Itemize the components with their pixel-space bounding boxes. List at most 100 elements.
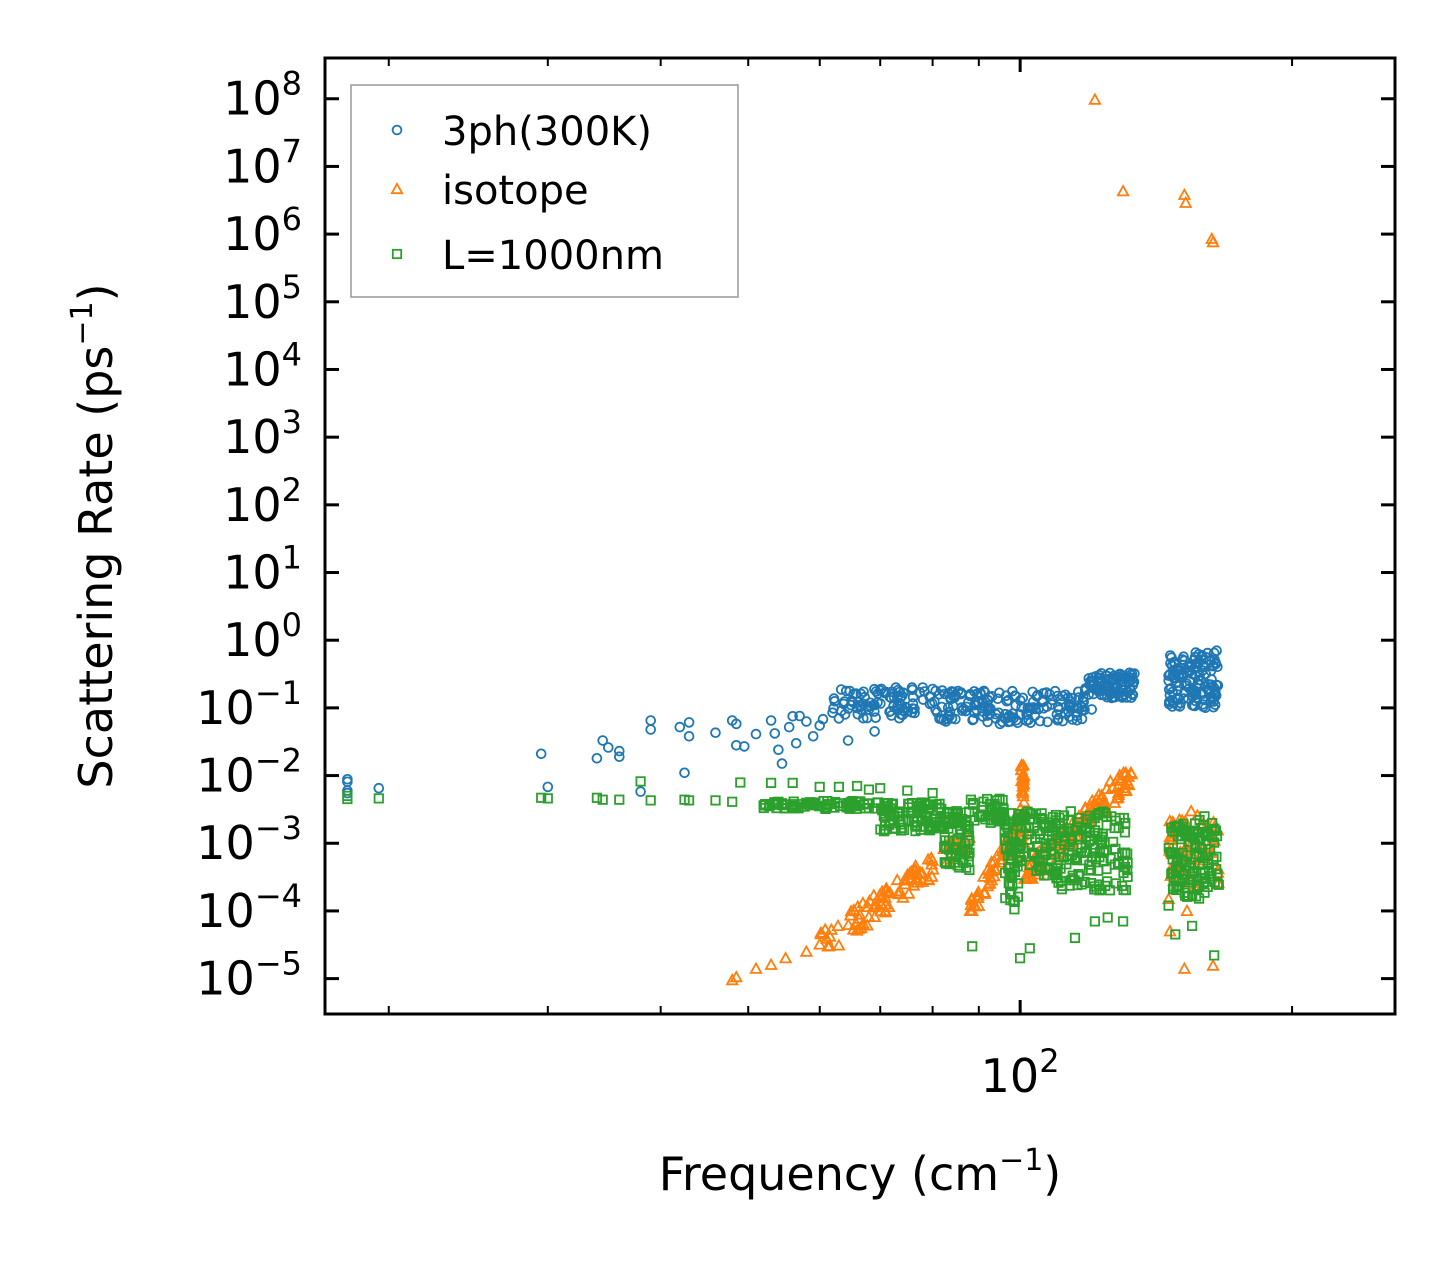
data-point [1184, 804, 1198, 817]
data-point [1069, 932, 1081, 944]
data-point [907, 684, 918, 696]
data-point [1189, 685, 1200, 696]
data-point [805, 797, 816, 808]
data-point [1097, 839, 1108, 850]
data-point [787, 777, 798, 789]
data-point [373, 793, 384, 804]
data-point [1005, 869, 1016, 880]
data-point [1024, 808, 1035, 819]
data-point [863, 704, 875, 715]
data-point [814, 781, 825, 793]
data-point [907, 698, 919, 709]
data-point [923, 825, 934, 836]
data-point [1022, 702, 1034, 714]
data-point [964, 690, 976, 702]
data-point [1024, 814, 1035, 825]
data-point [645, 795, 656, 806]
data-point [975, 687, 986, 699]
data-point [635, 776, 646, 787]
data-point [1024, 943, 1035, 954]
data-point [931, 707, 943, 718]
y-tick-label: 10−5 [196, 945, 302, 1006]
data-point [896, 690, 908, 702]
data-point [1125, 669, 1136, 681]
data-point [898, 824, 910, 836]
y-tick-label: 102 [223, 471, 302, 532]
data-point [999, 834, 1010, 845]
data-point [1114, 859, 1125, 870]
data-point [856, 896, 870, 909]
data-point [902, 785, 913, 796]
data-point [1118, 767, 1133, 780]
data-point [841, 917, 856, 930]
data-point [1017, 795, 1031, 808]
data-point [1163, 900, 1174, 911]
data-point [1002, 822, 1013, 833]
data-point [950, 713, 961, 725]
data-point [973, 697, 985, 708]
data-point [1092, 827, 1103, 839]
data-point [1177, 961, 1192, 974]
data-point [880, 824, 891, 835]
data-point [964, 898, 978, 911]
data-point [1015, 843, 1026, 855]
data-point [1116, 184, 1130, 197]
data-point [1167, 854, 1178, 865]
data-point [591, 752, 603, 764]
data-point [950, 857, 961, 868]
data-point [1102, 912, 1113, 923]
data-point [828, 693, 840, 704]
data-point [1188, 871, 1199, 882]
data-point [840, 685, 852, 697]
data-point [1211, 831, 1223, 842]
data-point [1034, 828, 1045, 840]
data-point [1091, 810, 1102, 821]
data-point [710, 795, 721, 806]
data-point [951, 850, 962, 861]
plot-frame [323, 56, 1397, 1016]
data-point [342, 790, 353, 802]
data-point [968, 899, 983, 912]
data-point [962, 696, 974, 708]
data-point [1065, 699, 1076, 711]
data-point [1015, 784, 1030, 797]
data-point [1194, 893, 1205, 904]
legend-box [350, 84, 739, 298]
data-point [597, 735, 608, 746]
data-point [852, 780, 863, 792]
data-point [971, 884, 986, 897]
data-point [842, 735, 854, 746]
data-point [869, 726, 880, 737]
data-point [1061, 859, 1072, 870]
data-point [1126, 668, 1138, 679]
legend-label-isotope: isotope [442, 168, 589, 214]
legend-marker-circle-icon [391, 124, 403, 136]
legend-marker-triangle-icon [390, 181, 404, 195]
data-point [787, 710, 798, 722]
data-point [1197, 701, 1209, 713]
data-point [1197, 858, 1208, 869]
data-point [725, 973, 739, 986]
data-point [1209, 837, 1220, 848]
data-point [878, 905, 893, 918]
legend: 3ph(300K) isotope L=1000nm [350, 84, 739, 298]
y-tick-label: 100 [223, 606, 302, 667]
data-point [799, 944, 814, 957]
y-tick-label: 105 [223, 268, 302, 329]
data-point [1108, 836, 1119, 848]
data-point [1076, 705, 1088, 716]
data-point [994, 793, 1005, 804]
data-point [872, 688, 884, 699]
data-point [1027, 847, 1038, 858]
data-point [1004, 840, 1016, 852]
data-point [1102, 876, 1113, 887]
data-point [1052, 833, 1063, 844]
data-point [862, 909, 876, 922]
data-point [727, 796, 738, 807]
data-point [905, 864, 919, 877]
data-point [917, 682, 928, 693]
data-point [946, 686, 957, 697]
data-point [1161, 891, 1176, 905]
data-point [1086, 864, 1097, 875]
data-point [1052, 690, 1063, 702]
